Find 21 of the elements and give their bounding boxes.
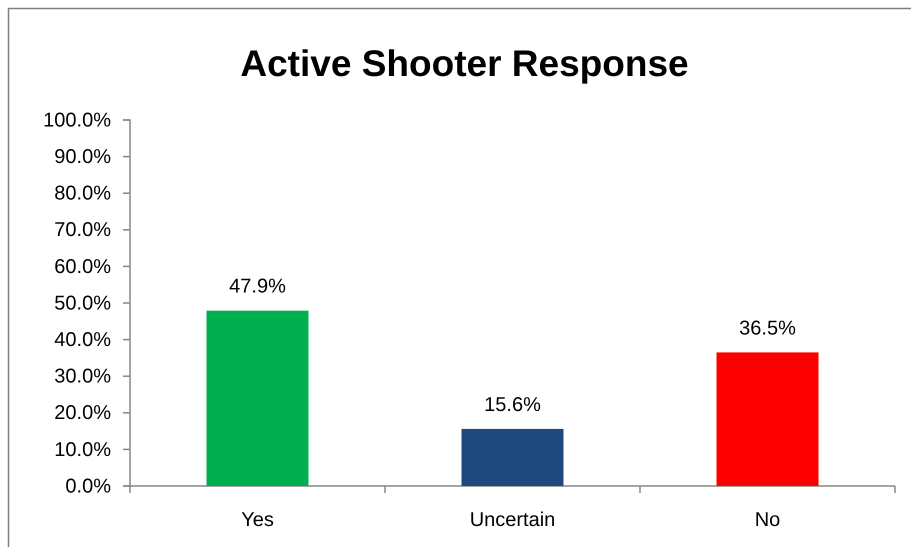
x-tick-label: Uncertain [470, 509, 556, 532]
y-tick-label: 50.0% [54, 292, 112, 314]
y-tick-label: 90.0% [54, 146, 112, 168]
y-tick-label: 70.0% [54, 219, 112, 242]
y-tick-label: 0.0% [65, 475, 112, 498]
bar [206, 310, 308, 486]
y-tick-label: 30.0% [54, 366, 112, 388]
y-tick-label: 40.0% [54, 329, 112, 351]
bar [462, 428, 564, 486]
y-tick-label: 80.0% [54, 182, 112, 205]
y-tick-label: 60.0% [54, 256, 112, 278]
bar [716, 352, 818, 486]
data-label: 47.9% [229, 276, 286, 298]
y-tick-label: 10.0% [54, 438, 112, 461]
data-label: 15.6% [484, 394, 542, 416]
data-label: 36.5% [739, 317, 796, 340]
y-tick-label: 20.0% [54, 402, 112, 424]
chart-title: Active Shooter Response [240, 43, 689, 84]
x-tick-label: Yes [241, 509, 274, 532]
x-tick-label: No [754, 509, 780, 532]
y-tick-label: 100.0% [43, 109, 112, 132]
